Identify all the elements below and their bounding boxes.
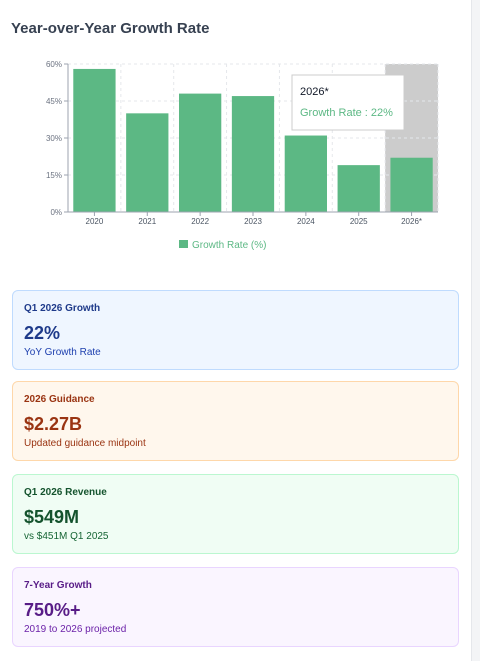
- card-subtext: YoY Growth Rate: [24, 347, 101, 358]
- x-tick-label: 2024: [297, 217, 315, 226]
- bar: [231, 96, 275, 212]
- x-tick-label: 2023: [244, 217, 262, 226]
- bar: [337, 165, 380, 212]
- x-tick-label: 2020: [86, 217, 104, 226]
- card-subtext: vs $451M Q1 2025: [24, 531, 109, 542]
- card-value: 750%+: [24, 600, 81, 620]
- legend-label: Growth Rate (%): [192, 240, 266, 251]
- card-label: Q1 2026 Growth: [24, 303, 101, 314]
- growth-rate-chart: 0%15%30%45%60%SaaStr AI20202021202220232…: [46, 60, 439, 251]
- chart-title: Year-over-Year Growth Rate: [11, 20, 210, 37]
- y-tick-label: 0%: [50, 208, 62, 217]
- card-value: $549M: [24, 507, 80, 527]
- revenue-card: Q1 2026 Revenue $549M vs $451M Q1 2025: [12, 474, 459, 554]
- y-tick-label: 15%: [46, 171, 62, 180]
- bar: [126, 113, 169, 212]
- card-subtext: Updated guidance midpoint: [24, 438, 146, 449]
- x-tick-label: 2022: [191, 217, 209, 226]
- tooltip-box: [291, 74, 405, 131]
- y-tick-label: 60%: [46, 60, 62, 69]
- card-label: Q1 2026 Revenue: [24, 487, 107, 498]
- tooltip-value: Growth Rate : 22%: [300, 107, 393, 119]
- card-value: $2.27B: [24, 414, 83, 434]
- scrollbar[interactable]: [471, 0, 480, 661]
- guidance-card: 2026 Guidance $2.27B Updated guidance mi…: [12, 381, 459, 461]
- bar: [390, 157, 433, 212]
- q1-growth-card: Q1 2026 Growth 22% YoY Growth Rate: [12, 290, 459, 370]
- bar: [73, 68, 116, 212]
- bar: [284, 135, 327, 212]
- tooltip-title: 2026*: [300, 86, 329, 98]
- card-subtext: 2019 to 2026 projected: [24, 624, 127, 635]
- y-tick-label: 30%: [46, 134, 62, 143]
- y-tick-label: 45%: [46, 97, 62, 106]
- x-tick-label: 2025: [350, 217, 368, 226]
- x-tick-label: 2021: [138, 217, 156, 226]
- card-label: 7-Year Growth: [24, 580, 92, 591]
- legend-swatch: [179, 240, 188, 248]
- bar: [179, 93, 222, 212]
- card-value: 22%: [24, 323, 61, 343]
- x-tick-label: 2026*: [401, 217, 422, 226]
- seven-year-growth-card: 7-Year Growth 750%+ 2019 to 2026 project…: [12, 567, 459, 647]
- card-label: 2026 Guidance: [24, 394, 95, 405]
